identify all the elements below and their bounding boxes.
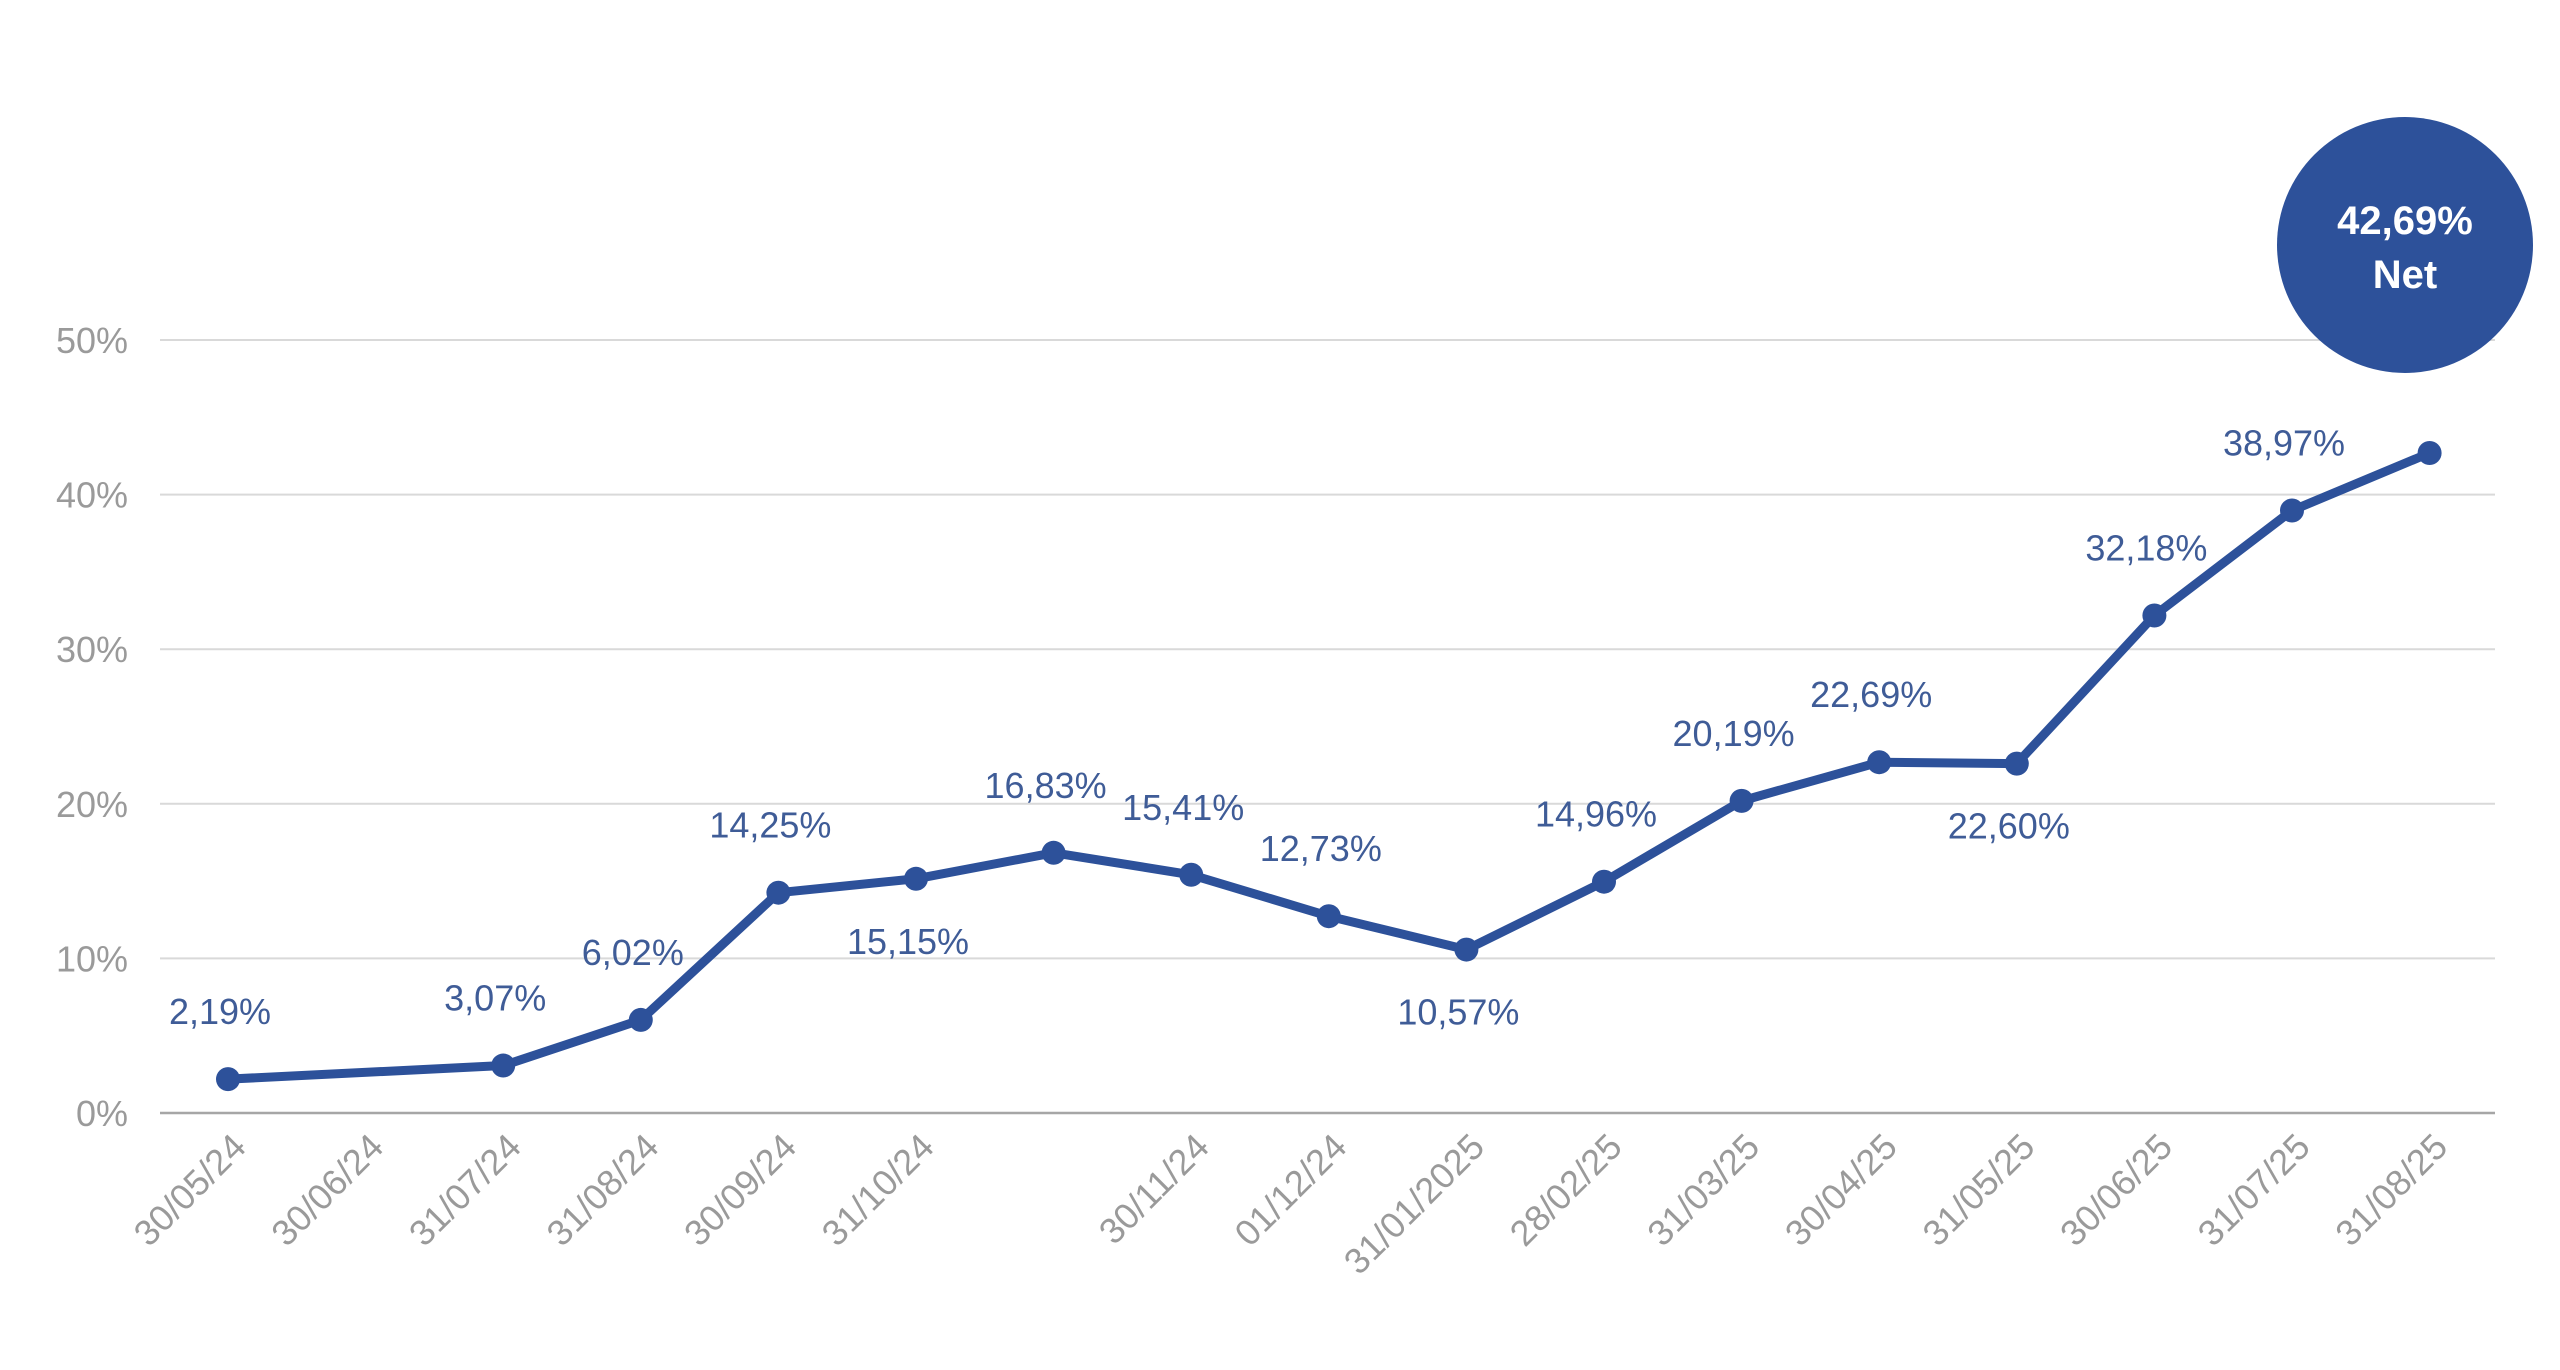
net-badge: 42,69% Net xyxy=(2277,117,2533,373)
data-label: 22,69% xyxy=(1810,674,1932,715)
net-badge-label: Net xyxy=(2373,253,2437,297)
x-tick-label: 31/08/25 xyxy=(2327,1126,2455,1254)
data-label: 2,19% xyxy=(169,991,271,1032)
x-tick-label: 31/07/24 xyxy=(401,1126,529,1254)
data-point xyxy=(1729,788,1754,813)
data-label: 32,18% xyxy=(2085,527,2207,568)
data-point xyxy=(904,866,928,891)
data-label: 14,96% xyxy=(1535,794,1657,835)
data-label: 12,73% xyxy=(1260,828,1382,869)
data-point xyxy=(1179,862,1204,887)
data-label: 3,07% xyxy=(444,978,546,1019)
data-label: 14,25% xyxy=(709,805,831,846)
data-point xyxy=(1592,869,1616,894)
x-tick-label: 30/11/24 xyxy=(1091,1126,1217,1252)
x-tick-label: 31/07/25 xyxy=(2190,1126,2318,1254)
x-tick-label: 31/08/24 xyxy=(538,1126,666,1254)
data-point xyxy=(766,880,791,905)
series-line xyxy=(223,448,2435,1084)
x-tick-label: 30/09/24 xyxy=(676,1126,804,1254)
x-tick-label: 31/01/2025 xyxy=(1336,1126,1492,1282)
data-point xyxy=(2280,498,2304,523)
data-point xyxy=(628,1007,653,1032)
y-tick-label: 10% xyxy=(56,938,128,979)
data-point xyxy=(1867,750,1892,775)
data-point xyxy=(491,1053,516,1078)
data-label: 15,41% xyxy=(1122,787,1244,828)
x-tick-label: 30/05/24 xyxy=(126,1126,254,1254)
data-label: 6,02% xyxy=(582,932,684,973)
x-tick-label: 30/06/24 xyxy=(263,1126,391,1254)
x-tick-label: 01/12/24 xyxy=(1226,1126,1354,1254)
net-badge-value: 42,69% xyxy=(2337,199,2473,243)
x-tick-label: 31/10/24 xyxy=(814,1126,942,1254)
gridlines xyxy=(160,339,2495,960)
x-tick-label: 30/04/25 xyxy=(1777,1126,1905,1254)
data-point xyxy=(2142,603,2167,628)
data-point xyxy=(2417,441,2442,466)
y-tick-label: 20% xyxy=(56,784,128,825)
x-tick-label: 31/03/25 xyxy=(1639,1126,1767,1254)
y-axis-ticks: 0% 10% 20% 30% 40% 50% xyxy=(56,320,128,1134)
net-badge-circle xyxy=(2277,117,2533,373)
data-label: 15,15% xyxy=(847,921,969,962)
data-point xyxy=(216,1067,240,1092)
y-tick-label: 30% xyxy=(56,629,128,670)
y-tick-label: 0% xyxy=(76,1093,128,1134)
data-label: 10,57% xyxy=(1397,992,1519,1033)
data-label: 22,60% xyxy=(1948,806,2070,847)
x-axis: 30/05/24 30/06/24 31/07/24 31/08/24 30/09/24… xyxy=(126,1111,2495,1282)
y-tick-label: 50% xyxy=(56,320,128,361)
data-point xyxy=(1041,840,1066,865)
data-label: 16,83% xyxy=(985,765,1107,806)
x-tick-label: 28/02/25 xyxy=(1502,1126,1630,1254)
data-label: 38,97% xyxy=(2223,423,2345,464)
data-label: 20,19% xyxy=(1673,713,1795,754)
data-point xyxy=(1454,937,1479,962)
x-tick-label: 31/05/25 xyxy=(1914,1126,2042,1254)
x-tick-label: 30/06/25 xyxy=(2052,1126,2180,1254)
y-tick-label: 40% xyxy=(56,475,128,516)
data-point xyxy=(1316,904,1341,929)
data-point xyxy=(2004,751,2029,776)
series-group xyxy=(216,441,2442,1092)
data-labels: 2,19% 3,07% 6,02% 14,25% 15,15% 16,83% 15,41% 1… xyxy=(169,423,2345,1033)
